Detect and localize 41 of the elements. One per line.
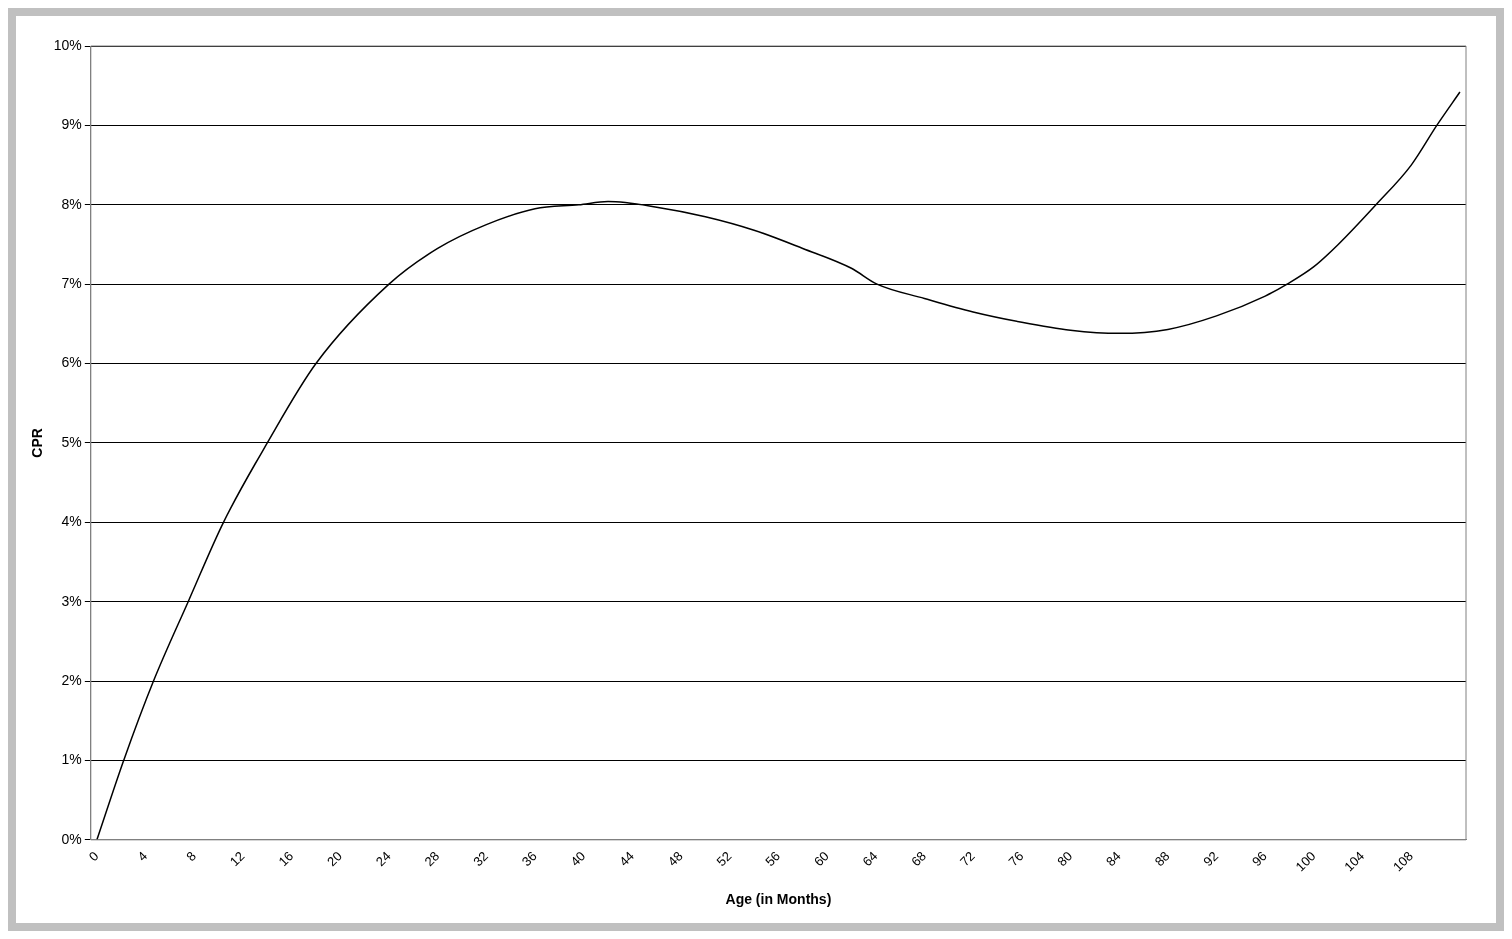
x-tick-label: 64 bbox=[859, 848, 881, 870]
y-tick-label: 1% bbox=[61, 751, 82, 768]
x-tick-label: 96 bbox=[1249, 848, 1270, 870]
x-tick-label: 16 bbox=[275, 848, 297, 870]
x-tick-label: 92 bbox=[1200, 848, 1222, 870]
x-tick-label: 28 bbox=[421, 848, 443, 870]
x-tick-label: 12 bbox=[226, 848, 248, 870]
x-tick-label: 0 bbox=[85, 848, 102, 865]
y-tick-label: 0% bbox=[61, 830, 82, 847]
x-tick-label: 32 bbox=[470, 848, 491, 870]
x-tick-label: 52 bbox=[713, 848, 735, 870]
x-tick-label: 20 bbox=[324, 848, 345, 870]
x-tick-label: 88 bbox=[1151, 848, 1173, 870]
x-tick-label: 68 bbox=[908, 848, 930, 870]
x-tick-label: 48 bbox=[664, 848, 686, 870]
x-tick-label: 108 bbox=[1389, 848, 1416, 875]
x-tick-label: 60 bbox=[810, 848, 832, 870]
x-tick-label: 8 bbox=[183, 848, 199, 865]
y-tick-label: 10% bbox=[53, 36, 82, 53]
x-tick-label: 72 bbox=[956, 848, 978, 870]
x-tick-label: 56 bbox=[762, 848, 784, 870]
y-tick-label: 8% bbox=[61, 195, 82, 212]
x-tick-label: 24 bbox=[372, 848, 394, 870]
y-tick-label: 2% bbox=[61, 671, 82, 688]
y-tick-label: 4% bbox=[61, 513, 82, 530]
x-tick-label: 104 bbox=[1341, 848, 1368, 875]
x-tick-label: 100 bbox=[1292, 848, 1319, 875]
x-tick-label: 80 bbox=[1054, 848, 1076, 870]
x-tick-label: 44 bbox=[616, 848, 638, 870]
y-tick-label: 5% bbox=[61, 433, 82, 450]
x-tick-label: 76 bbox=[1005, 848, 1027, 870]
y-tick-label: 3% bbox=[61, 592, 82, 609]
y-tick-label: 7% bbox=[61, 275, 82, 292]
x-tick-label: 36 bbox=[518, 848, 540, 870]
x-tick-label: 40 bbox=[567, 848, 589, 870]
y-tick-label: 6% bbox=[61, 354, 82, 371]
y-axis-title: CPR bbox=[29, 428, 46, 458]
x-tick-label: 84 bbox=[1102, 848, 1124, 870]
x-axis-title: Age (in Months) bbox=[725, 891, 832, 908]
y-tick-label: 9% bbox=[61, 116, 82, 133]
x-tick-label: 4 bbox=[134, 848, 151, 865]
